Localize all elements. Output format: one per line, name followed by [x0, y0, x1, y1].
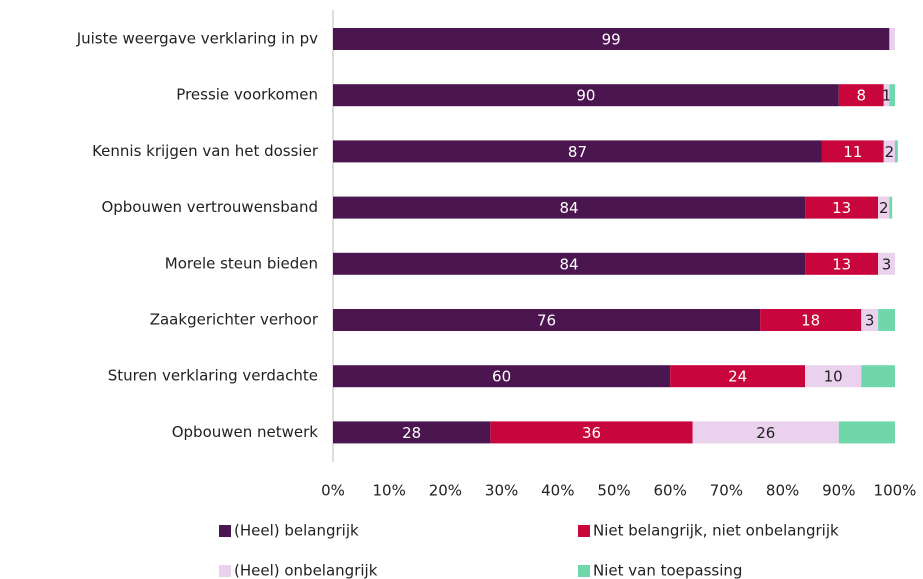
legend-label: Niet van toepassing	[593, 562, 742, 579]
bar-segment	[889, 28, 895, 50]
bar-segment	[333, 196, 806, 219]
legend-swatch	[578, 525, 590, 537]
bar-segment	[333, 140, 822, 163]
value-label: 2	[885, 143, 895, 161]
category-label: Juiste weergave verklaring in pv	[76, 30, 318, 48]
bar-segment	[333, 252, 806, 275]
legend-swatch	[219, 525, 231, 537]
value-label: 8	[857, 87, 867, 105]
value-label: 2	[879, 199, 889, 217]
bar-segment	[861, 309, 879, 331]
category-label: Kennis krijgen van het dossier	[92, 142, 319, 160]
category-label: Sturen verklaring verdachte	[108, 367, 318, 385]
value-label: 90	[576, 87, 595, 105]
bar-segment	[878, 252, 895, 275]
value-label: 28	[402, 424, 421, 442]
bar-segment	[333, 421, 491, 444]
bar-segment	[821, 140, 884, 163]
value-label: 11	[843, 143, 862, 161]
category-label: Pressie voorkomen	[176, 86, 318, 104]
value-label: 1	[882, 87, 892, 105]
x-tick-label: 80%	[766, 482, 799, 500]
value-label: 99	[602, 31, 621, 49]
category-label: Opbouwen netwerk	[172, 423, 319, 441]
bar-segment	[490, 421, 693, 444]
bar-segment	[889, 196, 893, 219]
bar-segment	[883, 84, 890, 107]
x-tick-label: 90%	[822, 482, 855, 500]
x-tick-label: 40%	[541, 482, 574, 500]
bar-segment	[805, 252, 879, 275]
category-label: Morele steun bieden	[165, 254, 318, 272]
legend-label: (Heel) onbelangrijk	[234, 562, 378, 579]
x-tick-label: 50%	[597, 482, 630, 500]
bar-segment	[670, 365, 806, 388]
category-label: Opbouwen vertrouwensband	[101, 198, 318, 216]
bar-segment	[895, 140, 898, 163]
bar-segment	[889, 84, 895, 107]
bar-segment	[333, 84, 839, 107]
value-label: 36	[582, 424, 601, 442]
bar-segment	[333, 309, 761, 331]
bar-segment	[760, 309, 862, 331]
category-label: Zaakgerichter verhoor	[150, 311, 319, 329]
bar-segment	[333, 28, 890, 50]
bar-segment	[878, 196, 890, 219]
bar-segment	[805, 196, 879, 219]
legend-swatch	[578, 565, 590, 577]
x-tick-label: 70%	[710, 482, 743, 500]
x-tick-label: 30%	[485, 482, 518, 500]
x-tick-label: 10%	[373, 482, 406, 500]
bar-segment	[878, 309, 895, 331]
value-label: 76	[537, 312, 556, 330]
value-label: 10	[824, 368, 843, 386]
legend-label: (Heel) belangrijk	[234, 522, 359, 540]
value-label: 13	[832, 199, 851, 217]
value-label: 24	[728, 368, 747, 386]
value-label: 60	[492, 368, 511, 386]
value-label: 84	[559, 255, 578, 273]
value-label: 84	[559, 199, 578, 217]
value-label: 87	[568, 143, 587, 161]
legend-label: Niet belangrijk, niet onbelangrijk	[593, 522, 839, 540]
bar-segment	[805, 365, 862, 388]
legend-swatch	[219, 565, 231, 577]
value-label: 3	[882, 255, 892, 273]
bar-segment	[838, 84, 884, 107]
value-label: 13	[832, 255, 851, 273]
x-tick-label: 100%	[874, 482, 917, 500]
x-tick-label: 60%	[654, 482, 687, 500]
value-label: 3	[865, 312, 875, 330]
x-tick-label: 20%	[429, 482, 462, 500]
bar-segment	[883, 140, 895, 163]
value-label: 18	[801, 312, 820, 330]
bar-segment	[692, 421, 839, 444]
bar-segment	[838, 421, 895, 444]
x-tick-label: 0%	[321, 482, 345, 500]
bar-segment	[333, 365, 671, 388]
value-label: 26	[756, 424, 775, 442]
bar-segment	[861, 365, 895, 388]
